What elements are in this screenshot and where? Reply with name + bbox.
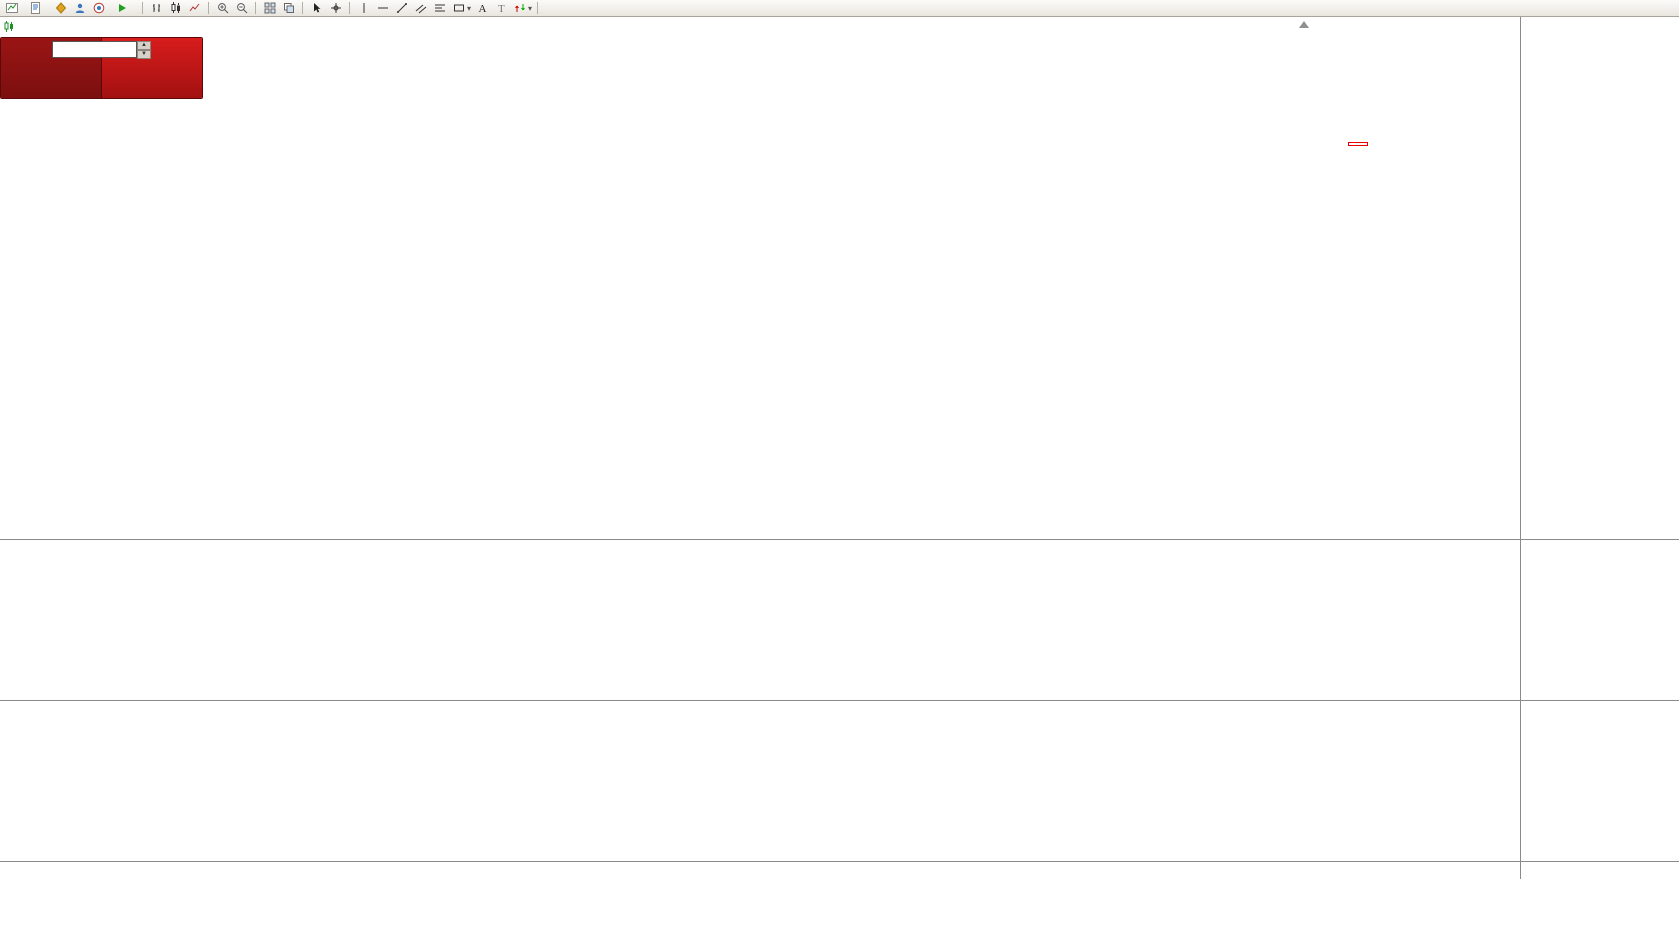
arrows-dropdown-caret[interactable]: ▾ <box>528 3 533 13</box>
price-callout-label[interactable] <box>1348 142 1368 146</box>
price-chart-canvas[interactable] <box>0 17 1520 539</box>
bar-chart-icon[interactable] <box>148 1 165 16</box>
shapes-icon[interactable] <box>450 1 467 16</box>
toolbar-separator <box>142 2 143 14</box>
chart-shift-marker <box>1299 21 1309 28</box>
fibonacci-icon[interactable] <box>431 1 448 16</box>
text-icon[interactable]: A <box>473 1 490 16</box>
pane-separator[interactable] <box>0 700 1679 701</box>
zoom-in-icon[interactable] <box>214 1 231 16</box>
channel-icon[interactable] <box>412 1 429 16</box>
toolbar-separator <box>349 2 350 14</box>
cascade-windows-icon[interactable] <box>280 1 297 16</box>
new-order-icon <box>26 1 43 16</box>
toolbar-separator <box>255 2 256 14</box>
volume-up-button[interactable]: ▲ <box>137 41 151 50</box>
cursor-icon[interactable] <box>308 1 325 16</box>
vertical-line-icon[interactable] <box>355 1 372 16</box>
price-scale-border <box>1520 17 1521 879</box>
metaquotes-icon[interactable] <box>52 1 69 16</box>
svg-text:T: T <box>498 3 505 14</box>
volume-down-button[interactable]: ▼ <box>137 50 151 59</box>
autotrade-play-icon <box>113 1 130 16</box>
line-chart-icon[interactable] <box>186 1 203 16</box>
new-chart-icon[interactable] <box>3 1 20 16</box>
toolbar-separator <box>302 2 303 14</box>
volume-spinner: ▲ ▼ <box>137 41 151 59</box>
toolbar-separator <box>208 2 209 14</box>
toolbar: ▾ A T ▾ <box>0 0 1679 17</box>
rsi-canvas[interactable] <box>0 701 1520 861</box>
breakout-highlight-rect[interactable] <box>1232 147 1318 158</box>
zoom-out-icon[interactable] <box>233 1 250 16</box>
svg-text:A: A <box>478 3 486 14</box>
macd-canvas[interactable] <box>0 540 1520 700</box>
trendline-icon[interactable] <box>393 1 410 16</box>
pane-separator[interactable] <box>0 539 1679 540</box>
arrows-icon[interactable] <box>511 1 528 16</box>
pane-separator[interactable] <box>0 861 1679 862</box>
profile-icon[interactable] <box>71 1 88 16</box>
one-click-trading-panel: ▲ ▼ <box>0 37 203 99</box>
label-icon[interactable]: T <box>492 1 509 16</box>
chart-icon <box>4 21 14 35</box>
new-order-button[interactable] <box>22 1 50 16</box>
tile-windows-icon[interactable] <box>261 1 278 16</box>
volume-input[interactable] <box>52 41 137 58</box>
chart-title <box>4 21 49 35</box>
volume-control: ▲ ▼ <box>52 41 153 59</box>
toolbar-separator <box>537 2 539 14</box>
community-icon[interactable] <box>90 1 107 16</box>
autotrade-button[interactable] <box>109 1 137 16</box>
horizontal-line-icon[interactable] <box>374 1 391 16</box>
time-axis[interactable] <box>0 862 1520 879</box>
shapes-dropdown-caret[interactable]: ▾ <box>467 3 472 13</box>
crosshair-icon[interactable] <box>327 1 344 16</box>
candlestick-chart-icon[interactable] <box>167 1 184 16</box>
